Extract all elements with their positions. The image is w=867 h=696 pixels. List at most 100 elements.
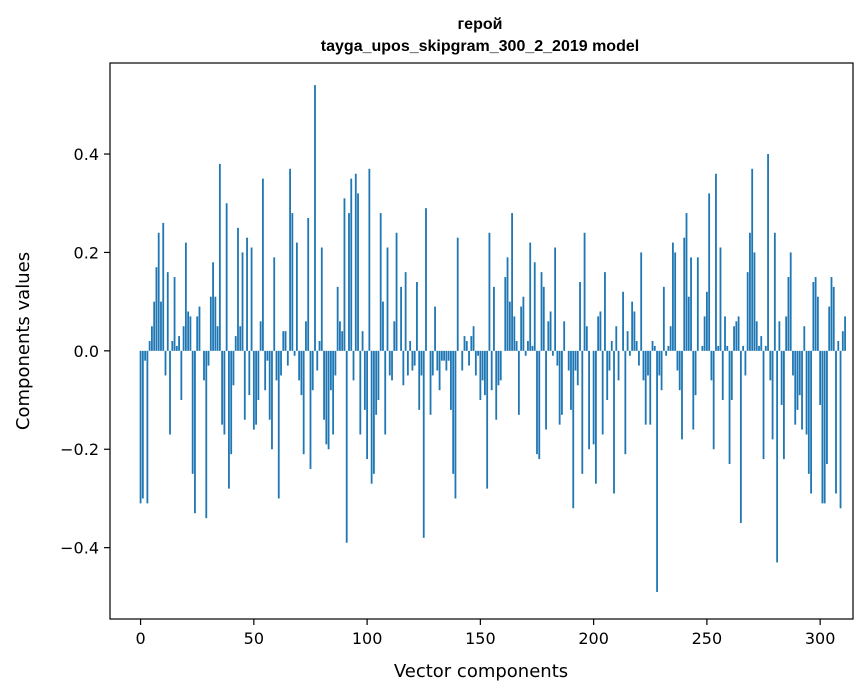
bar-255 <box>717 345 720 351</box>
bar-68 <box>293 350 296 356</box>
bar-173 <box>531 345 534 351</box>
bar-283 <box>780 350 783 405</box>
bar-29 <box>205 350 208 519</box>
bar-292 <box>801 350 803 430</box>
bar-265 <box>739 350 742 524</box>
bar-124 <box>420 350 423 376</box>
bar-55 <box>264 350 267 391</box>
bar-194 <box>579 281 581 351</box>
bar-208 <box>610 341 613 351</box>
bar-240 <box>683 237 686 351</box>
bar-20 <box>184 242 187 351</box>
bar-103 <box>372 350 375 474</box>
bar-239 <box>681 350 683 440</box>
bar-108 <box>384 350 387 435</box>
bar-252 <box>710 350 713 381</box>
bar-300 <box>819 350 822 405</box>
bar-30 <box>207 350 210 366</box>
bar-221 <box>640 252 643 351</box>
bar-49 <box>250 247 253 351</box>
bar-243 <box>690 257 692 351</box>
bar-136 <box>447 350 450 361</box>
bar-285 <box>785 316 788 351</box>
bar-46 <box>243 350 246 420</box>
bar-279 <box>771 350 774 440</box>
bar-24 <box>194 350 196 514</box>
bar-121 <box>413 350 416 366</box>
bar-65 <box>286 350 289 366</box>
bar-154 <box>488 232 491 351</box>
bar-270 <box>751 168 754 351</box>
bar-286 <box>787 277 790 351</box>
bar-131 <box>436 350 439 371</box>
bar-253 <box>712 350 715 450</box>
bar-297 <box>812 281 815 351</box>
bar-278 <box>769 350 772 381</box>
bar-238 <box>678 350 681 391</box>
bar-38 <box>225 203 228 351</box>
x-tick-label-300: 300 <box>805 629 836 648</box>
bar-201 <box>594 350 597 484</box>
bar-191 <box>572 350 575 509</box>
bar-112 <box>393 321 396 351</box>
bar-37 <box>223 350 226 435</box>
bar-3 <box>146 350 149 504</box>
bar-7 <box>155 267 158 351</box>
chart-title: герой <box>458 16 503 33</box>
bar-143 <box>463 336 466 351</box>
bar-158 <box>497 350 500 386</box>
bar-23 <box>191 350 194 474</box>
bar-145 <box>468 350 470 366</box>
bar-105 <box>377 350 380 401</box>
plot-frame <box>109 62 854 620</box>
bar-118 <box>406 350 409 376</box>
y-axis-label: Components values <box>13 252 34 430</box>
bar-104 <box>375 350 378 415</box>
bar-1 <box>141 350 144 499</box>
bar-258 <box>724 316 726 351</box>
bar-167 <box>517 350 520 415</box>
bar-290 <box>796 350 799 410</box>
bar-310 <box>841 331 844 351</box>
bar-263 <box>735 321 738 351</box>
bar-139 <box>454 350 457 499</box>
bar-215 <box>626 331 629 351</box>
bar-132 <box>438 350 441 391</box>
bar-88 <box>339 321 341 351</box>
bar-31 <box>209 296 212 351</box>
bar-213 <box>622 291 624 351</box>
bar-155 <box>490 350 493 391</box>
bar-302 <box>823 350 826 504</box>
x-tick-label-0: 0 <box>135 629 145 648</box>
bar-10 <box>162 222 165 351</box>
bar-14 <box>171 341 174 351</box>
bar-5 <box>151 326 153 351</box>
bar-192 <box>574 350 577 371</box>
bar-134 <box>443 350 446 361</box>
bar-9 <box>160 301 162 351</box>
bar-150 <box>479 350 482 401</box>
bar-58 <box>271 350 273 450</box>
y-axis: −0.4 −0.2 0.0 0.2 0.4 <box>60 145 110 558</box>
bar-222 <box>642 350 645 381</box>
bar-299 <box>816 296 819 351</box>
bar-282 <box>778 321 781 351</box>
bar-4 <box>148 341 151 351</box>
bar-260 <box>728 350 731 465</box>
bar-309 <box>839 350 842 509</box>
bar-180 <box>547 321 550 351</box>
bar-116 <box>402 350 405 386</box>
bar-168 <box>520 306 523 351</box>
bar-125 <box>422 350 425 538</box>
bar-186 <box>561 350 563 415</box>
bar-211 <box>617 350 620 381</box>
bar-176 <box>538 350 541 460</box>
bar-171 <box>527 341 529 351</box>
bar-130 <box>434 306 436 351</box>
x-axis-label: Vector components <box>394 661 568 682</box>
x-tick-label-150: 150 <box>465 629 496 648</box>
bar-189 <box>567 350 570 371</box>
bar-220 <box>638 350 640 366</box>
bar-54 <box>262 178 264 351</box>
